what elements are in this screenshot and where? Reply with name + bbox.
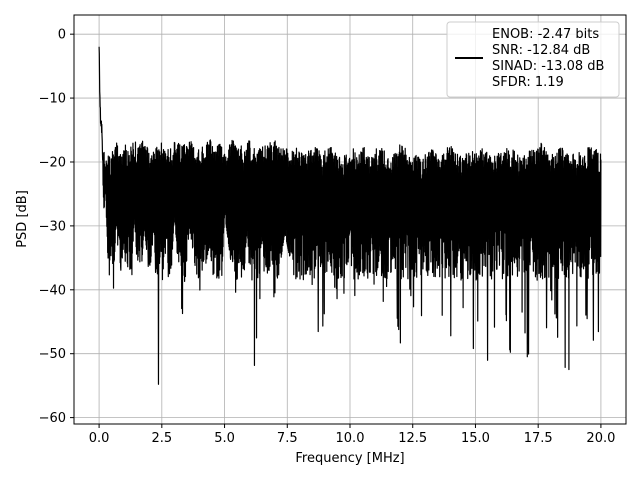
legend-sfdr: SFDR: 1.19: [492, 75, 564, 90]
x-tick-label: 7.5: [277, 431, 298, 446]
legend-box: [446, 21, 620, 98]
legend-enob: ENOB: -2.47 bits: [492, 27, 599, 42]
psd-line: [98, 46, 602, 385]
y-tick-label: −10: [39, 92, 66, 107]
x-tick-label: 5.0: [214, 431, 235, 446]
x-tick-label: 17.5: [524, 431, 553, 446]
legend-snr: SNR: -12.84 dB: [492, 43, 590, 58]
x-tick-label: 0.0: [89, 431, 110, 446]
y-axis-ticks: 0 −10 −20 −30 −40 −50 −60: [39, 28, 74, 426]
x-tick-label: 2.5: [151, 431, 172, 446]
y-tick-label: −30: [39, 219, 66, 234]
y-tick-label: −50: [39, 347, 66, 362]
legend: ENOB: -2.47 bits SNR: -12.84 dB SINAD: -…: [446, 21, 620, 98]
x-axis-ticks: 0.0 2.5 5.0 7.5 10.0 12.5 15.0 17.5 20.0: [89, 424, 615, 446]
x-tick-label: 12.5: [398, 431, 427, 446]
y-tick-label: −60: [39, 411, 66, 426]
x-axis-label: Frequency [MHz]: [295, 451, 404, 466]
y-tick-label: 0: [58, 28, 66, 43]
y-tick-label: −40: [39, 283, 66, 298]
y-tick-label: −20: [39, 155, 66, 170]
x-tick-label: 10.0: [336, 431, 365, 446]
y-axis-label: PSD [dB]: [15, 190, 30, 248]
legend-sinad: SINAD: -13.08 dB: [492, 59, 604, 74]
x-tick-label: 20.0: [586, 431, 615, 446]
psd-series: [98, 46, 602, 385]
x-tick-label: 15.0: [461, 431, 490, 446]
